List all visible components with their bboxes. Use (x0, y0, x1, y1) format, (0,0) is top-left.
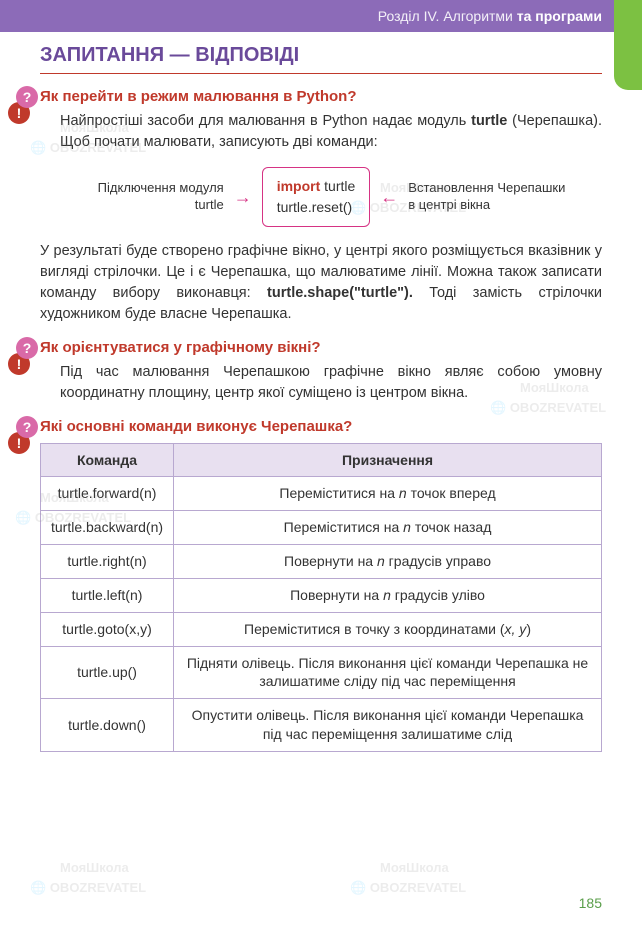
code-line-2: turtle.reset() (277, 197, 356, 218)
qa-block-2: ? ! Як орієнтуватися у графічному вікні?… (40, 339, 602, 404)
qa-icons: ? ! (8, 337, 38, 375)
cmd-cell: turtle.backward(n) (41, 511, 174, 545)
corner-tab (614, 0, 642, 90)
code-label-right: Встановлення Черепашки в центрі вікна (408, 180, 568, 214)
code-line-1: import turtle (277, 176, 356, 197)
question-3: Які основні команди виконує Черепашка? (40, 418, 602, 435)
table-body: turtle.forward(n) Переміститися на n точ… (41, 477, 602, 752)
commands-table: Команда Призначення turtle.forward(n) Пе… (40, 443, 602, 752)
watermark: МояШкола (60, 860, 129, 875)
code-label-left: Підключення модуля turtle (74, 180, 224, 214)
qa-icons: ? ! (8, 86, 38, 124)
arrow-right-icon: → (234, 187, 252, 208)
question-1: Як перейти в режим малювання в Python? (40, 88, 602, 105)
code-box: import turtle turtle.reset() (262, 167, 371, 227)
answer-1a-pre: Найпростіші засоби для малювання в Pytho… (60, 113, 471, 129)
desc-cell: Опустити олівець. Після виконання цієї к… (174, 699, 602, 752)
answer-1b-b: turtle.shape("turtle"). (267, 285, 413, 301)
qa-block-3: ? ! Які основні команди виконує Черепашк… (40, 418, 602, 752)
desc-cell: Підняти олівець. Після виконання цієї ко… (174, 646, 602, 699)
desc-cell: Повернути на n градусів управо (174, 544, 602, 578)
desc-cell: Переміститися на n точок вперед (174, 477, 602, 511)
table-row: turtle.left(n) Повернути на n градусів у… (41, 578, 602, 612)
table-header-desc: Призначення (174, 444, 602, 477)
chapter-title-light: Алгоритми (443, 8, 513, 24)
cmd-cell: turtle.goto(x,y) (41, 612, 174, 646)
question-icon: ? (16, 416, 38, 438)
section-title: ЗАПИТАННЯ — ВІДПОВІДІ (40, 44, 602, 74)
table-row: turtle.backward(n) Переміститися на n то… (41, 511, 602, 545)
answer-1b: У результаті буде створено графічне вікн… (40, 241, 602, 325)
table-header-cmd: Команда (41, 444, 174, 477)
question-icon: ? (16, 337, 38, 359)
page-content: ЗАПИТАННЯ — ВІДПОВІДІ ? ! Як перейти в р… (0, 32, 642, 752)
table-row: turtle.goto(x,y) Переміститися в точку з… (41, 612, 602, 646)
cmd-cell: turtle.left(n) (41, 578, 174, 612)
code-diagram: Підключення модуля turtle → import turtl… (40, 167, 602, 227)
table-row: turtle.down() Опустити олівець. Після ви… (41, 699, 602, 752)
answer-1a-b1: turtle (471, 113, 507, 129)
cmd-cell: turtle.right(n) (41, 544, 174, 578)
watermark: OBOZREVATEL (350, 880, 466, 896)
code-rest-1: turtle (320, 178, 355, 194)
chapter-title-bold: та програми (517, 8, 602, 24)
chapter-header: Розділ IV. Алгоритми та програми (0, 0, 642, 32)
qa-icons: ? ! (8, 416, 38, 454)
table-row: turtle.forward(n) Переміститися на n точ… (41, 477, 602, 511)
watermark: OBOZREVATEL (30, 880, 146, 896)
cmd-cell: turtle.down() (41, 699, 174, 752)
answer-2: Під час малювання Черепашкою графічне ві… (60, 362, 602, 404)
page-number: 185 (579, 895, 602, 911)
code-keyword: import (277, 178, 321, 194)
table-row: turtle.right(n) Повернути на n градусів … (41, 544, 602, 578)
desc-cell: Повернути на n градусів уліво (174, 578, 602, 612)
answer-1a: Найпростіші засоби для малювання в Pytho… (60, 111, 602, 153)
question-icon: ? (16, 86, 38, 108)
watermark: МояШкола (380, 860, 449, 875)
desc-cell: Переміститися на n точок назад (174, 511, 602, 545)
chapter-section: Розділ IV. (378, 8, 440, 24)
cmd-cell: turtle.up() (41, 646, 174, 699)
question-2: Як орієнтуватися у графічному вікні? (40, 339, 602, 356)
table-header-row: Команда Призначення (41, 444, 602, 477)
table-row: turtle.up() Підняти олівець. Після викон… (41, 646, 602, 699)
desc-cell: Переміститися в точку з координатами (x,… (174, 612, 602, 646)
qa-block-1: ? ! Як перейти в режим малювання в Pytho… (40, 88, 602, 325)
cmd-cell: turtle.forward(n) (41, 477, 174, 511)
arrow-left-icon: ← (380, 187, 398, 208)
